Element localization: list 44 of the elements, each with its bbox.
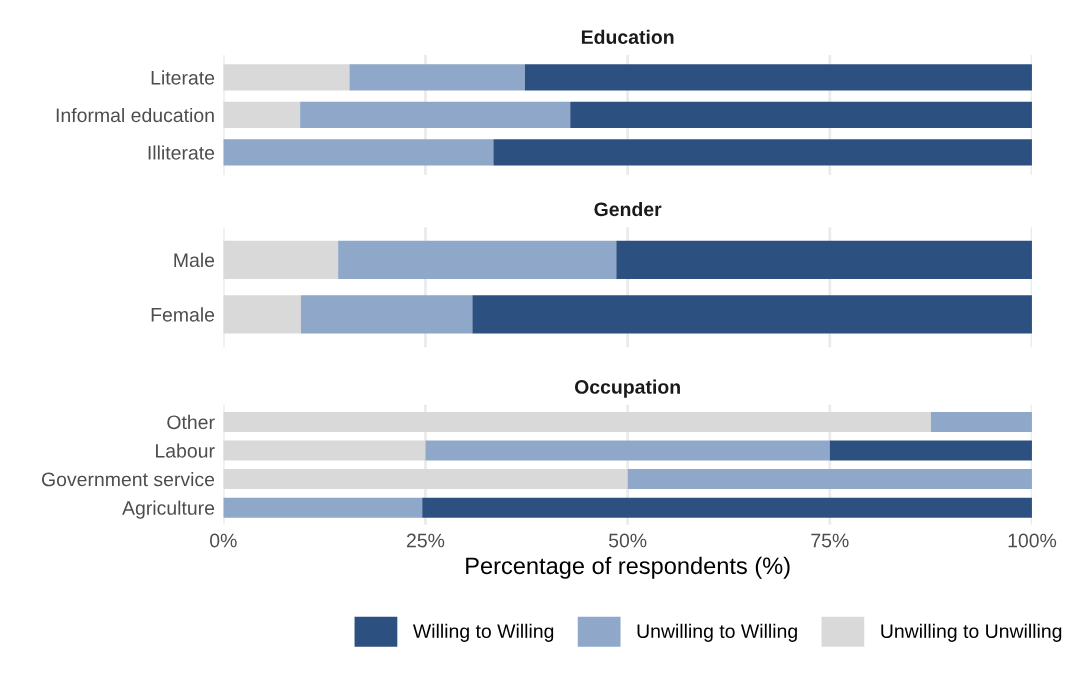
bar: [300, 101, 571, 129]
chart-title: Education: [581, 29, 674, 44]
bar: [570, 101, 1032, 129]
bar: [300, 295, 473, 334]
chart-title: Gender: [594, 201, 662, 217]
y-tick-label: Male: [174, 252, 215, 268]
bar: [223, 139, 494, 166]
x-tick-label: 0%: [210, 533, 237, 548]
y-tick-label: Literate: [151, 70, 215, 85]
bar: [829, 440, 1032, 461]
y-tick-label: Labour: [156, 443, 215, 458]
bar: [223, 64, 350, 91]
y-tick-label: Other: [167, 414, 215, 430]
x-tick-label: 75%: [811, 533, 849, 548]
bar: [493, 139, 1032, 166]
bar: [223, 295, 301, 334]
bar: [223, 101, 301, 129]
legend-label: Willing to Willing: [412, 623, 554, 642]
bar: [223, 440, 426, 461]
bar: [223, 411, 931, 432]
bar: [425, 440, 830, 461]
x-tick-label: 100%: [1008, 533, 1057, 548]
y-tick-label: Female: [151, 307, 215, 322]
x-tick-label: 50%: [608, 533, 647, 548]
y-tick-label: Informal education: [56, 107, 214, 123]
x-tick-label: 25%: [406, 533, 445, 548]
bar: [223, 497, 423, 518]
chart-title: Occupation: [574, 379, 680, 398]
bar: [338, 240, 617, 279]
bar: [524, 64, 1032, 91]
bar: [422, 497, 1032, 518]
bar: [930, 411, 1032, 432]
x-axis-title: Percentage of respondents (%): [466, 556, 790, 579]
bar: [472, 295, 1032, 334]
legend-label: Unwilling to Willing: [637, 623, 797, 642]
legend-label: Unwilling to Unwilling: [881, 623, 1062, 642]
bar: [349, 64, 525, 91]
bar: [616, 240, 1032, 279]
y-tick-label: Illiterate: [148, 145, 215, 160]
bar: [223, 469, 628, 490]
y-tick-label: Agriculture: [122, 500, 215, 519]
bar: [627, 469, 1032, 490]
bar: [223, 240, 339, 279]
y-tick-label: Government service: [41, 472, 215, 487]
